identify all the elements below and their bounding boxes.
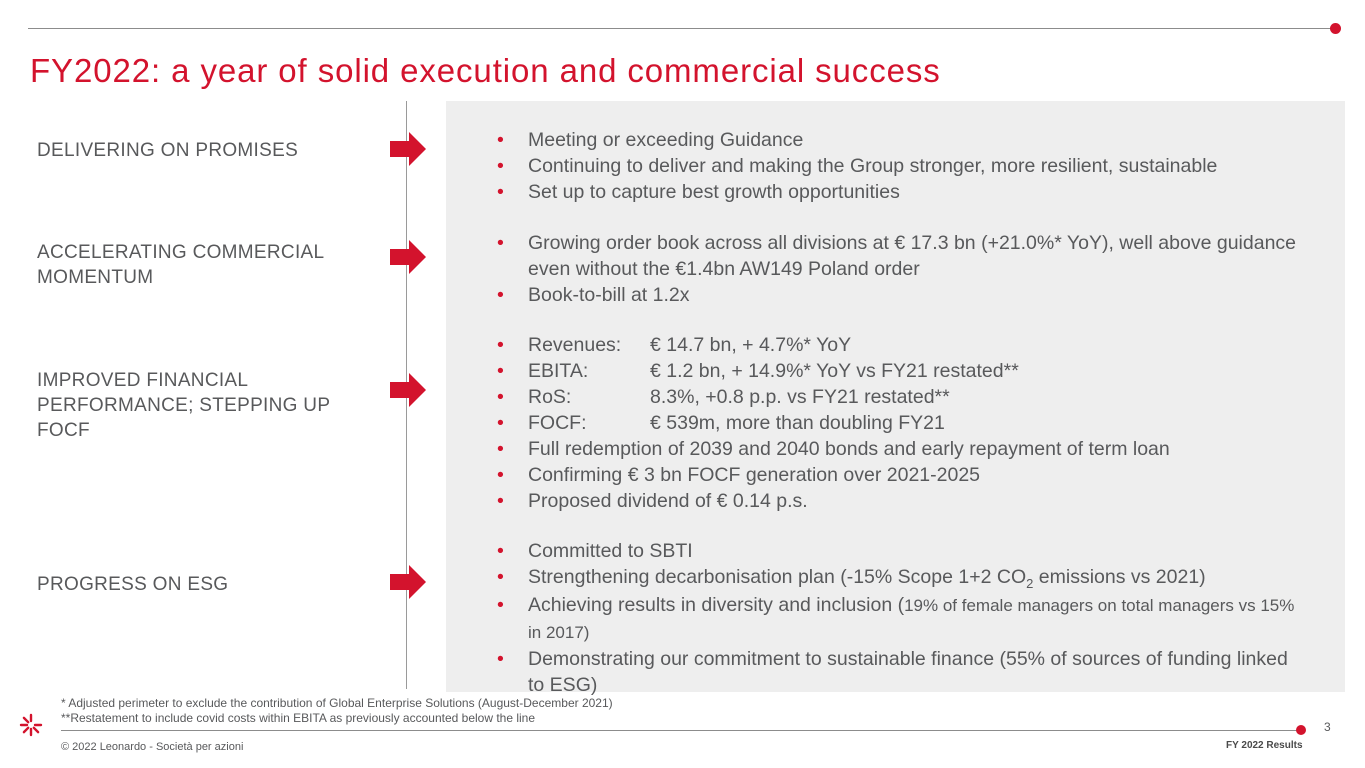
content-panel xyxy=(446,101,1345,692)
metric-item: • Revenues: € 14.7 bn, + 4.7%* YoY xyxy=(497,334,852,356)
esg-bullet-list: • Committed to SBTI • Strengthening decarb… xyxy=(497,538,1307,698)
list-item: • Full redemption of 2039 and 2040 bonds … xyxy=(497,438,1170,460)
promises-bullet-list: • Meeting or exceeding Guidance • Continui… xyxy=(497,127,1327,205)
arrow-right-icon xyxy=(390,373,426,407)
metric-value: 8.3%, +0.8 p.p. vs FY21 restated** xyxy=(650,386,950,408)
page-number: 3 xyxy=(1324,720,1331,734)
bottom-accent-dot xyxy=(1296,725,1306,735)
metric-value: € 14.7 bn, + 4.7%* YoY xyxy=(650,334,852,356)
metric-value: € 1.2 bn, + 14.9%* YoY vs FY21 restated*… xyxy=(650,360,1019,382)
list-item: • Book-to-bill at 1.2x xyxy=(497,284,690,306)
footnote-restatement: **Restatement to include covid costs wit… xyxy=(61,711,536,725)
section-label-esg: PROGRESS ON ESG xyxy=(37,574,229,595)
financial-bullet-list: • Revenues: € 14.7 bn, + 4.7%* YoY • EBITA:… xyxy=(497,332,1327,514)
arrow-right-icon xyxy=(390,240,426,274)
list-item: • Meeting or exceeding Guidance xyxy=(497,129,804,151)
metric-item: • FOCF: € 539m, more than doubling FY21 xyxy=(497,412,945,434)
arrow-right-icon xyxy=(390,132,426,166)
bottom-rule xyxy=(61,730,1297,731)
metric-key: EBITA: xyxy=(528,360,589,382)
top-accent-dot xyxy=(1330,23,1341,34)
section-label-promises: DELIVERING ON PROMISES xyxy=(37,140,299,161)
list-item: • Demonstrating our commitment to sustain… xyxy=(497,648,1288,696)
section-label-financial: IMPROVED FINANCIAL PERFORMANCE; STEPPING… xyxy=(37,370,330,441)
metric-value: € 539m, more than doubling FY21 xyxy=(650,412,945,434)
list-item: • Achieving results in diversity and incl… xyxy=(497,594,1295,642)
list-item: • Growing order book across all divisions… xyxy=(497,232,1297,280)
list-item: • Strengthening decarbonisation plan (-15… xyxy=(497,566,1206,591)
leonardo-logo-icon xyxy=(19,713,43,737)
section-label-commercial: ACCELERATING COMMERCIAL MOMENTUM xyxy=(37,242,324,288)
metric-item: • EBITA: € 1.2 bn, + 14.9%* YoY vs FY21 re… xyxy=(497,360,1019,382)
top-rule xyxy=(28,28,1336,29)
list-item: • Continuing to deliver and making the Gr… xyxy=(497,155,1218,177)
commercial-bullet-list: • Growing order book across all divisions… xyxy=(497,230,1297,308)
arrow-right-icon xyxy=(390,565,426,599)
metric-key: RoS: xyxy=(528,386,572,408)
metric-key: FOCF: xyxy=(528,412,587,434)
list-item: • Committed to SBTI xyxy=(497,540,693,562)
metric-key: Revenues: xyxy=(528,334,622,356)
list-item: • Set up to capture best growth opportuni… xyxy=(497,181,900,203)
slide-title: FY2022: a year of solid execution and co… xyxy=(30,52,941,89)
list-item: • Confirming € 3 bn FOCF generation over … xyxy=(497,464,981,486)
list-item: • Proposed dividend of € 0.14 p.s. xyxy=(497,490,808,512)
copyright: © 2022 Leonardo - Società per azioni xyxy=(61,741,244,753)
footnote-adjusted-perimeter: * Adjusted perimeter to exclude the cont… xyxy=(61,696,613,710)
report-label: FY 2022 Results xyxy=(1226,740,1303,751)
metric-item: • RoS: 8.3%, +0.8 p.p. vs FY21 restated** xyxy=(497,386,950,408)
